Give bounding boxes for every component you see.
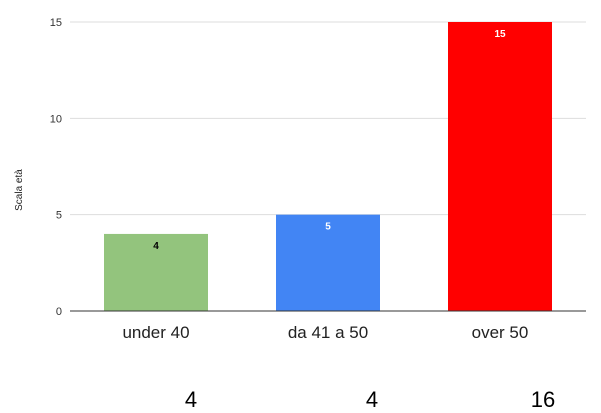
bar-chart: 0 5 10 15 4 5 15 under 40 da 41 a 50 over 50 Sc… <box>14 17 586 342</box>
data-label-3: 15 <box>494 29 506 40</box>
y-axis-label: Scala età <box>14 169 25 211</box>
x-tick-label-3: over 50 <box>472 323 529 342</box>
bars <box>104 22 552 311</box>
y-tick-label-15: 15 <box>50 17 62 29</box>
x-tick-label-1: under 40 <box>122 323 189 342</box>
bar-1 <box>104 233 208 311</box>
y-tick-label-5: 5 <box>56 210 62 222</box>
data-labels: 4 5 15 <box>153 29 506 252</box>
y-tick-label-0: 0 <box>56 306 62 318</box>
bar-2 <box>276 214 380 311</box>
footer-number-2: 4 <box>365 387 379 412</box>
y-tick-label-10: 10 <box>50 113 62 125</box>
data-label-2: 5 <box>325 222 331 233</box>
y-axis-tick-labels: 0 5 10 15 <box>50 17 62 318</box>
footer-number-1: 4 <box>184 387 198 412</box>
x-axis-tick-labels: under 40 da 41 a 50 over 50 <box>122 323 528 342</box>
data-label-1: 4 <box>153 241 159 252</box>
footer-number-3: 16 <box>530 387 556 412</box>
bar-3 <box>448 22 552 311</box>
x-tick-label-2: da 41 a 50 <box>288 323 368 342</box>
